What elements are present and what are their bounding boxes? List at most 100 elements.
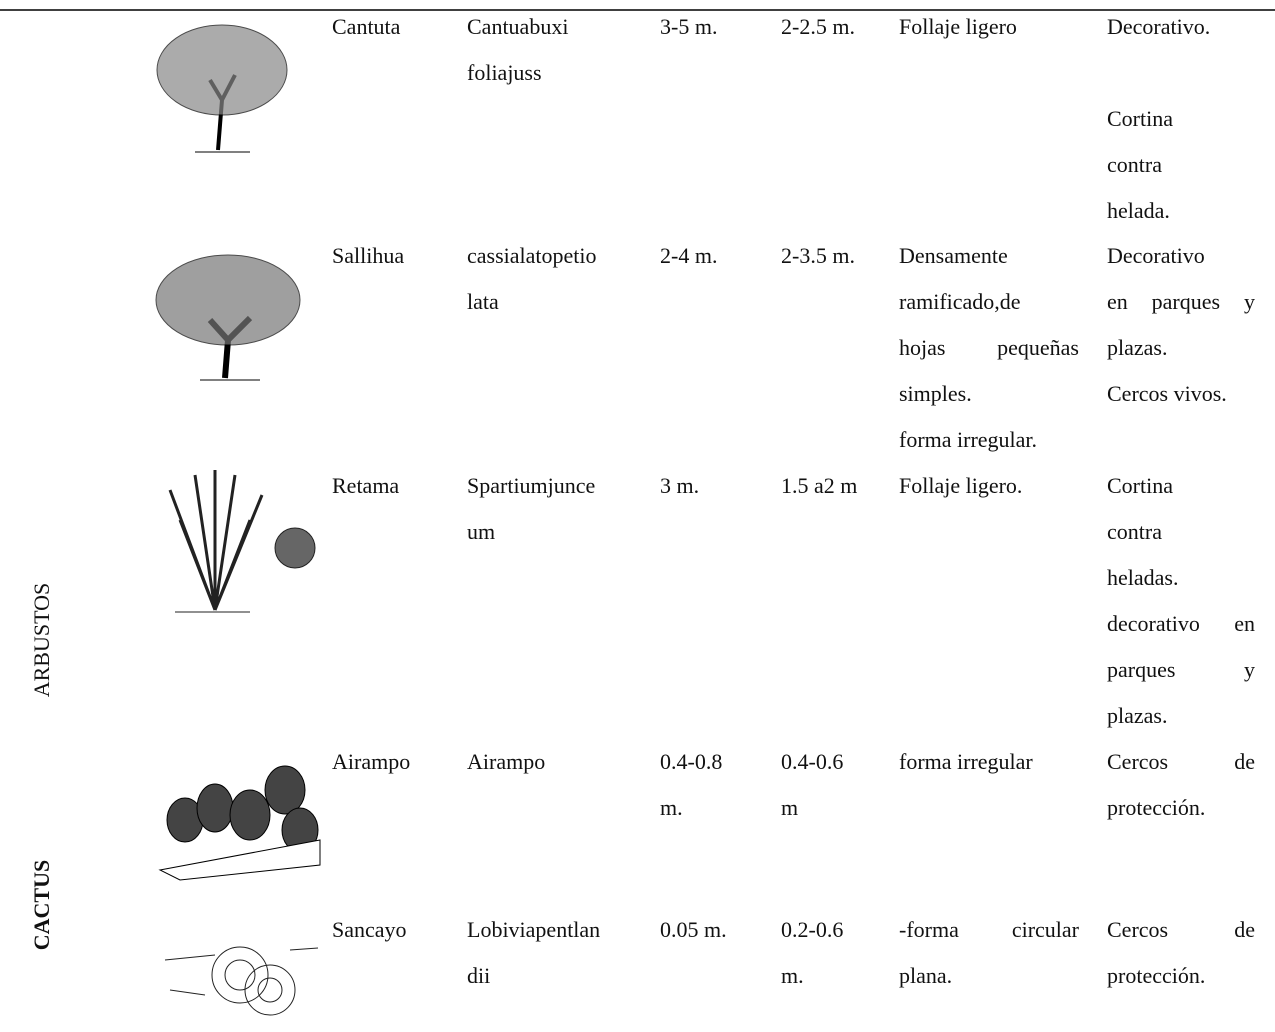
height-line: 0.05 m. [660, 907, 760, 953]
use-line: contra [1107, 509, 1255, 555]
name-cell: Airampo [332, 739, 457, 785]
name-cell: Cantuta [332, 4, 457, 50]
cactus-sancayo [165, 947, 318, 1015]
features-cell: Follaje ligero [899, 4, 1079, 50]
use-line: plazas. [1107, 693, 1255, 739]
name-paragraph: Cantuta [332, 4, 457, 50]
features-line: -forma circular [899, 907, 1079, 953]
diameter-line: 2-2.5 m. [781, 4, 876, 50]
use-line: en parques y [1107, 279, 1255, 325]
scientific-cell: Airampo [467, 739, 627, 785]
name-cell: Sallihua [332, 233, 457, 279]
name-line: Sallihua [332, 233, 457, 279]
name-paragraph: Retama [332, 463, 457, 509]
use-line: Cercos de [1107, 739, 1255, 785]
use-line: heladas. [1107, 555, 1255, 601]
features-paragraph: Follaje ligero. [899, 463, 1079, 509]
height-line: 0.4-0.8 [660, 739, 760, 785]
use-line: Cortina [1107, 96, 1255, 142]
height-cell: 3 m. [660, 463, 760, 509]
height-cell: 2-4 m. [660, 233, 760, 279]
use-line: Decorativo [1107, 233, 1255, 279]
scientific-line: Airampo [467, 739, 627, 785]
illustrations [0, 0, 1275, 1032]
scientific-line: Lobiviapentlan [467, 907, 627, 953]
height-line: 2-4 m. [660, 233, 760, 279]
diameter-paragraph: 2-2.5 m. [781, 4, 876, 50]
name-paragraph: Airampo [332, 739, 457, 785]
height-cell: 0.05 m. [660, 907, 760, 953]
group-label: CACTUS [29, 860, 55, 950]
name-line: Airampo [332, 739, 457, 785]
diameter-cell: 1.5 a2 m [781, 463, 876, 509]
name-cell: Sancayo [332, 907, 457, 953]
diameter-paragraph: 1.5 a2 m [781, 463, 876, 509]
diameter-cell: 2-3.5 m. [781, 233, 876, 279]
features-line: forma irregular. [899, 417, 1079, 463]
diameter-line: 0.4-0.6 [781, 739, 876, 785]
use-paragraph: Decorativo. [1107, 4, 1255, 50]
use-line: parques y [1107, 647, 1255, 693]
tree-sallihua [156, 255, 300, 380]
features-line: Densamente [899, 233, 1079, 279]
scientific-paragraph: Airampo [467, 739, 627, 785]
name-paragraph: Sallihua [332, 233, 457, 279]
diameter-paragraph: 2-3.5 m. [781, 233, 876, 279]
features-line: Follaje ligero [899, 4, 1079, 50]
features-cell: Follaje ligero. [899, 463, 1079, 509]
diameter-line: 1.5 a2 m [781, 463, 876, 509]
shrub-retama [170, 470, 315, 612]
use-line: Cortina [1107, 463, 1255, 509]
diameter-line: m [781, 785, 876, 831]
use-line: plazas. [1107, 325, 1255, 371]
diameter-line: 0.2-0.6 [781, 907, 876, 953]
diameter-line: m. [781, 953, 876, 999]
height-line: 3 m. [660, 463, 760, 509]
features-paragraph: Follaje ligero [899, 4, 1079, 50]
tree-cantuta [157, 25, 287, 152]
diameter-line: 2-3.5 m. [781, 233, 876, 279]
use-paragraph: Cercos vivos. [1107, 371, 1255, 417]
use-line: protección. [1107, 953, 1255, 999]
features-line: plana. [899, 953, 1079, 999]
scientific-line: um [467, 509, 627, 555]
name-paragraph: Sancayo [332, 907, 457, 953]
height-paragraph: 3-5 m. [660, 4, 760, 50]
features-line: ramificado,de [899, 279, 1079, 325]
height-paragraph: 0.05 m. [660, 907, 760, 953]
height-paragraph: 3 m. [660, 463, 760, 509]
scientific-line: dii [467, 953, 627, 999]
features-cell: forma irregular [899, 739, 1079, 785]
use-line: Cercos vivos. [1107, 371, 1255, 417]
scientific-line: Cantuabuxi [467, 4, 627, 50]
diameter-cell: 2-2.5 m. [781, 4, 876, 50]
features-paragraph: forma irregular [899, 739, 1079, 785]
use-line: Decorativo. [1107, 4, 1255, 50]
height-line: m. [660, 785, 760, 831]
use-line: decorativo en [1107, 601, 1255, 647]
scientific-line: foliajuss [467, 50, 627, 96]
